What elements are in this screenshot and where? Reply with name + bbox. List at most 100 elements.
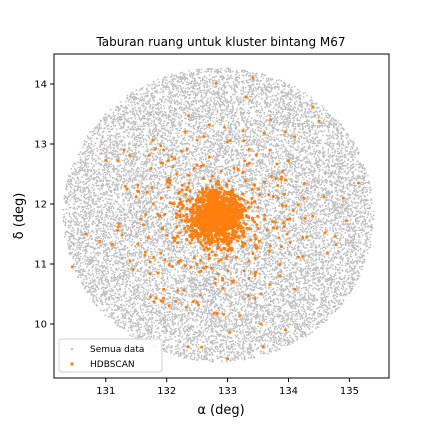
data-point [132,204,135,207]
data-point [322,282,324,285]
data-point [281,272,283,274]
data-point [128,272,131,274]
data-point [283,201,286,204]
data-point [155,158,158,161]
data-point [245,184,247,187]
data-point [112,125,115,127]
data-point [123,203,126,206]
data-point [161,152,164,155]
data-point [239,96,242,99]
data-point [72,248,74,251]
data-point [316,111,319,113]
data-point [143,128,145,131]
data-point [235,323,238,326]
data-point [298,140,301,143]
data-point [216,355,219,358]
data-point [100,233,103,235]
data-point [285,97,288,99]
data-point [307,264,310,266]
data-point [234,122,236,125]
data-point [74,220,77,223]
data-point [151,318,153,321]
data-point [269,157,272,160]
data-point [131,104,133,107]
data-point [232,145,235,148]
data-point [136,251,139,254]
data-point [166,197,169,200]
data-point [210,183,213,186]
data-point [277,231,280,234]
data-point [84,215,87,218]
data-point [294,103,297,106]
data-point [219,352,222,355]
data-point [94,142,97,145]
data-point [91,229,94,231]
data-point [304,251,306,253]
data-point [277,88,280,91]
data-point [360,224,363,227]
data-point [158,202,161,205]
data-point [97,187,100,190]
data-point [312,122,315,125]
data-point [310,302,313,304]
data-point [222,336,224,338]
data-point [117,322,120,324]
data-point [148,305,151,308]
data-point [302,116,304,118]
data-point [294,251,296,254]
data-point [97,157,100,160]
data-point [183,285,186,288]
data-point [88,184,90,187]
data-point [339,170,342,173]
data-point [335,292,338,294]
data-point [242,324,245,327]
data-point [318,244,321,246]
data-point [291,185,294,188]
data-point [149,218,152,220]
data-point [127,287,130,290]
data-point [267,335,270,338]
data-point [162,168,165,171]
data-point [212,83,215,85]
data-point [179,313,182,316]
data-point [265,170,267,173]
data-point [117,135,120,138]
data-point [311,269,314,272]
data-point [115,137,118,140]
data-point [306,195,309,198]
data-point [157,128,160,131]
data-point [277,179,280,182]
data-point [346,226,349,229]
data-point [371,227,374,229]
data-point [219,154,222,157]
data-point [168,107,171,110]
data-point [284,257,287,260]
data-point [254,128,257,131]
data-point [234,334,237,336]
data-point [170,206,173,209]
data-point [292,214,295,217]
data-point [75,163,77,165]
data-point [197,307,200,310]
data-point [192,296,195,298]
data-point [309,292,312,295]
data-point [231,136,234,139]
data-point [234,76,237,79]
data-point [341,127,343,130]
data-point [201,278,204,281]
data-point [138,180,140,182]
data-point [180,289,183,292]
data-point [152,113,155,116]
data-point [323,184,326,187]
data-point [76,246,78,248]
data-point [180,115,183,118]
data-point [121,167,123,170]
data-point [115,278,118,281]
data-point [283,200,286,202]
data-point [351,259,354,261]
data-point [215,310,218,312]
data-point [281,240,284,243]
data-point [283,163,286,166]
data-point [92,275,95,278]
data-point [248,189,251,192]
